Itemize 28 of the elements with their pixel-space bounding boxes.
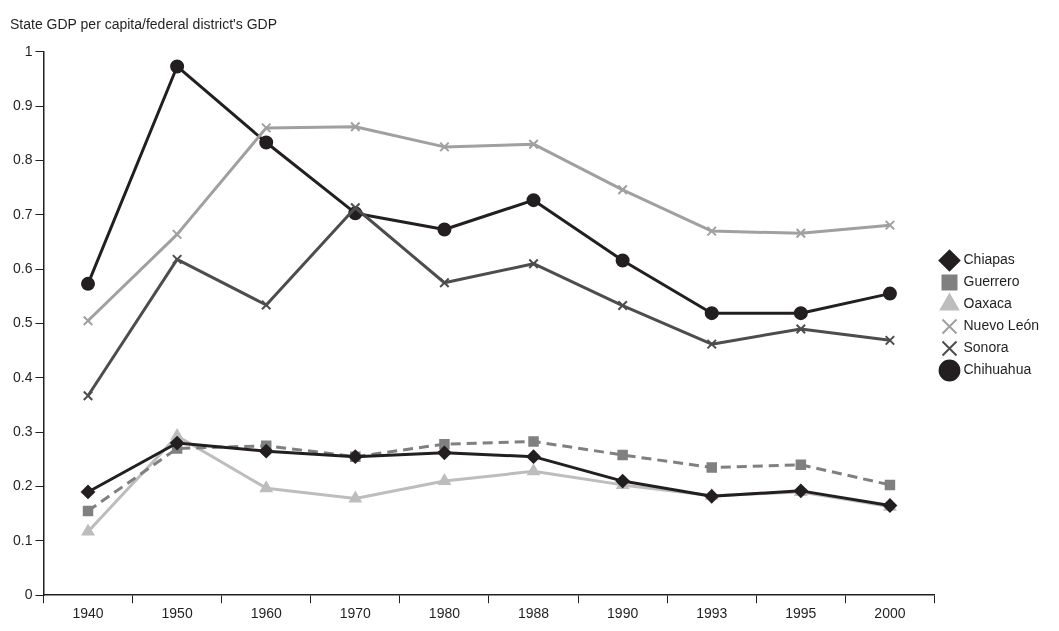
y-tick-label: 0.6 <box>12 260 33 277</box>
x-tick-label: 1940 <box>72 605 104 622</box>
y-tick-label: 1 <box>24 42 33 59</box>
x-tick-label: 1993 <box>696 605 728 622</box>
y-tick-label: 0 <box>24 586 33 603</box>
x-tick-label: 1988 <box>517 605 550 622</box>
legend-label: Nuevo León <box>963 317 1040 334</box>
x-tick-label: 1950 <box>161 605 193 622</box>
chart-title: State GDP per capita/federal district's GDP <box>10 16 277 33</box>
x-tick-label: 1995 <box>785 605 817 622</box>
y-tick-label: 0.2 <box>12 477 33 494</box>
legend-label: Chiapas <box>963 251 1015 268</box>
y-tick-label: 0.4 <box>12 368 33 385</box>
x-tick-label: 1970 <box>339 605 372 622</box>
y-tick-label: 0.3 <box>12 423 33 440</box>
legend-label: Guerrero <box>963 273 1020 290</box>
legend-label: Sonora <box>963 339 1009 356</box>
x-tick-label: 1980 <box>428 605 461 622</box>
y-tick-label: 0.9 <box>12 97 33 113</box>
x-tick-label: 1960 <box>250 605 282 622</box>
x-tick-label: 1990 <box>607 605 639 622</box>
y-tick-label: 0.5 <box>12 314 33 331</box>
y-tick-label: 0.7 <box>12 205 33 222</box>
x-tick-label: 2000 <box>874 605 906 622</box>
legend-label: Oaxaca <box>963 295 1012 312</box>
legend-label: Chihuahua <box>963 361 1032 378</box>
y-tick-label: 0.8 <box>12 151 33 168</box>
y-tick-label: 0.1 <box>12 531 33 548</box>
